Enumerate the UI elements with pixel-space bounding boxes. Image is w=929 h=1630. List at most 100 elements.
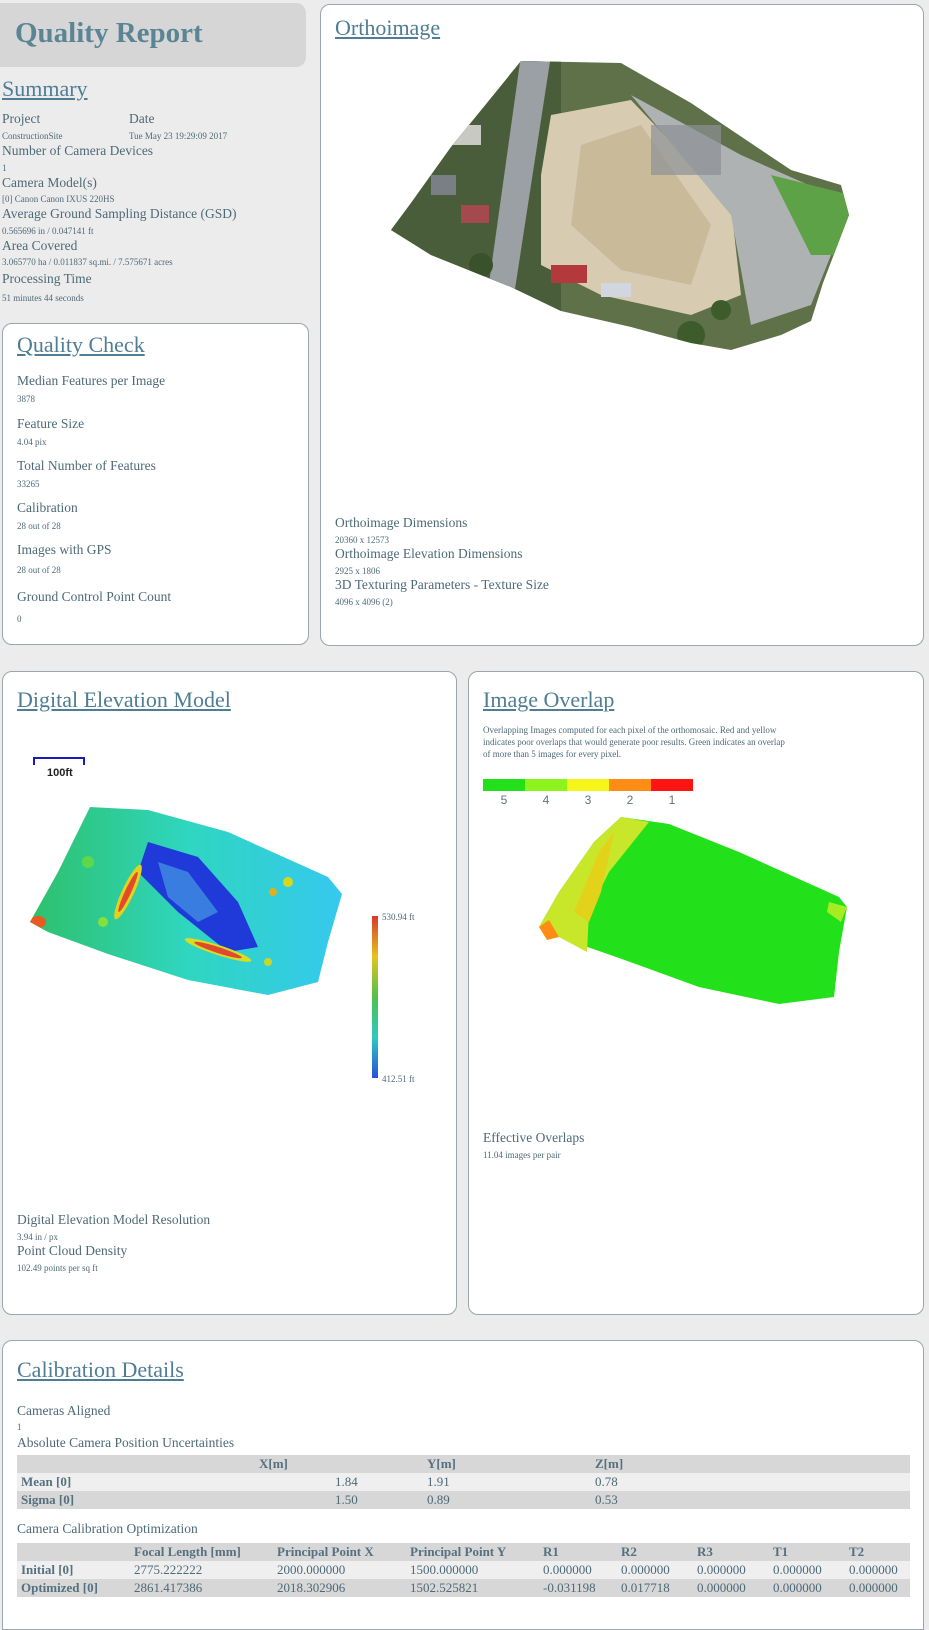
- calibration-heading[interactable]: Calibration Details: [17, 1357, 184, 1382]
- table-row: Optimized [0] 2861.417386 2018.302906 15…: [17, 1579, 910, 1597]
- dem-resolution-value: 3.94 in / px: [17, 1232, 59, 1242]
- table-cell: 1.50: [255, 1491, 423, 1509]
- table-cell: 2861.417386: [130, 1579, 273, 1597]
- table-cell: Sigma [0]: [17, 1491, 255, 1509]
- table-cell: Mean [0]: [17, 1473, 255, 1491]
- dem-map: [30, 807, 342, 995]
- gsd-label: Average Ground Sampling Distance (GSD): [2, 206, 237, 221]
- table-header: Focal Length [mm]: [130, 1543, 273, 1561]
- legend-label: 3: [584, 793, 592, 807]
- table-cell: Initial [0]: [17, 1561, 130, 1579]
- legend-item: 4: [525, 779, 567, 807]
- texture-label: 3D Texturing Parameters - Texture Size: [335, 577, 549, 592]
- orthoimage-card: Orthoimage Orthoimage Dimensions 20: [320, 4, 924, 646]
- legend-swatch: [483, 779, 525, 791]
- area-value: 3.065770 ha / 0.011837 sq.mi. / 7.575671…: [2, 257, 173, 267]
- quality-check-heading[interactable]: Quality Check: [17, 332, 145, 357]
- processing-time-label: Processing Time: [2, 271, 92, 286]
- point-density-value: 102.49 points per sq ft: [17, 1263, 98, 1273]
- qc-label: Median Features per Image: [17, 373, 166, 388]
- qc-label: Total Number of Features: [17, 458, 156, 473]
- effective-overlaps-value: 11.04 images per pair: [483, 1150, 561, 1160]
- qc-value: 4.04 pix: [17, 437, 47, 447]
- qc-value: 3878: [17, 394, 35, 404]
- camera-model-value: [0] Canon Canon IXUS 220HS: [2, 194, 115, 204]
- legend-swatch: [567, 779, 609, 791]
- cameras-aligned-value: 1: [17, 1422, 22, 1432]
- camera-model-label: Camera Model(s): [2, 175, 97, 190]
- gsd-value: 0.565696 in / 0.047141 ft: [2, 226, 94, 236]
- effective-overlaps-label: Effective Overlaps: [483, 1130, 585, 1145]
- table-cell: 2000.000000: [273, 1561, 406, 1579]
- texture-value: 4096 x 4096 (2): [335, 597, 393, 607]
- ortho-dims-value: 20360 x 12573: [335, 535, 389, 545]
- calibration-card: Calibration Details Cameras Aligned 1 Ab…: [2, 1340, 924, 1630]
- table-header: R3: [693, 1543, 769, 1561]
- legend-item: 5: [483, 779, 525, 807]
- camera-devices-value: 1: [2, 163, 7, 173]
- overlap-map: [539, 817, 847, 1004]
- report-title-box: Quality Report: [0, 3, 306, 67]
- processing-time-value: 51 minutes 44 seconds: [2, 293, 84, 303]
- table-header: X[m]: [255, 1455, 423, 1473]
- legend-label: 1: [668, 793, 676, 807]
- image-overlap-card: Image Overlap Overlapping Images compute…: [468, 671, 924, 1315]
- qc-label: Calibration: [17, 500, 78, 515]
- legend-label: 5: [500, 793, 508, 807]
- ortho-elev-label: Orthoimage Elevation Dimensions: [335, 546, 523, 561]
- scale-label: 100ft: [47, 767, 73, 779]
- overlap-heading[interactable]: Image Overlap: [483, 687, 615, 712]
- dem-resolution-label: Digital Elevation Model Resolution: [17, 1212, 211, 1227]
- quality-check-card: Quality Check Median Features per Image …: [2, 323, 309, 645]
- legend-label: 2: [626, 793, 634, 807]
- table-header: [17, 1543, 130, 1561]
- elevation-min-label: 412.51 ft: [382, 1074, 415, 1084]
- area-label: Area Covered: [2, 238, 78, 253]
- table-header: R2: [617, 1543, 693, 1561]
- legend-swatch: [609, 779, 651, 791]
- ortho-dims-label: Orthoimage Dimensions: [335, 515, 468, 530]
- legend-swatch: [525, 779, 567, 791]
- summary-heading[interactable]: Summary: [2, 76, 88, 101]
- legend-item: 2: [609, 779, 651, 807]
- qc-value: 33265: [17, 479, 40, 489]
- dem-heading[interactable]: Digital Elevation Model: [17, 687, 231, 712]
- point-density-label: Point Cloud Density: [17, 1243, 128, 1258]
- table-row: Initial [0] 2775.222222 2000.000000 1500…: [17, 1561, 910, 1579]
- table-header: Principal Point X: [273, 1543, 406, 1561]
- cameras-aligned-label: Cameras Aligned: [17, 1403, 111, 1418]
- abs-uncertainties-table: X[m] Y[m] Z[m] Mean [0] 1.84 1.91 0.78 S…: [17, 1455, 910, 1509]
- table-header-row: X[m] Y[m] Z[m]: [17, 1455, 910, 1473]
- table-cell: 0.000000: [769, 1579, 845, 1597]
- elevation-colorbar: [372, 916, 378, 1078]
- legend-item: 1: [651, 779, 693, 807]
- table-cell: 0.89: [423, 1491, 591, 1509]
- table-cell: 0.53: [591, 1491, 910, 1509]
- report-title: Quality Report: [15, 17, 203, 49]
- table-cell: 0.000000: [845, 1561, 910, 1579]
- legend-swatch: [651, 779, 693, 791]
- qc-label: Feature Size: [17, 416, 85, 431]
- table-cell: Optimized [0]: [17, 1579, 130, 1597]
- table-cell: 0.017718: [617, 1579, 693, 1597]
- table-header: Y[m]: [423, 1455, 591, 1473]
- table-header: Principal Point Y: [406, 1543, 539, 1561]
- qc-label: Images with GPS: [17, 542, 112, 557]
- table-header: T2: [845, 1543, 910, 1561]
- position-table: X[m] Y[m] Z[m] Mean [0] 1.84 1.91 0.78 S…: [17, 1455, 910, 1509]
- table-cell: 0.78: [591, 1473, 910, 1491]
- table-cell: 1500.000000: [406, 1561, 539, 1579]
- table-cell: 0.000000: [693, 1561, 769, 1579]
- elevation-max-label: 530.94 ft: [382, 912, 415, 922]
- table-header: Z[m]: [591, 1455, 910, 1473]
- legend-item: 3: [567, 779, 609, 807]
- optimization-table: Focal Length [mm] Principal Point X Prin…: [17, 1543, 910, 1597]
- calibration-optimization-table: Focal Length [mm] Principal Point X Prin…: [17, 1543, 910, 1597]
- orthoimage-map: [391, 61, 849, 350]
- table-cell: -0.031198: [539, 1579, 617, 1597]
- orthoimage-heading[interactable]: Orthoimage: [335, 15, 441, 40]
- project-value: ConstructionSite: [2, 131, 63, 141]
- camera-devices-label: Number of Camera Devices: [2, 143, 154, 158]
- qc-label: Ground Control Point Count: [17, 589, 172, 604]
- table-cell: 0.000000: [693, 1579, 769, 1597]
